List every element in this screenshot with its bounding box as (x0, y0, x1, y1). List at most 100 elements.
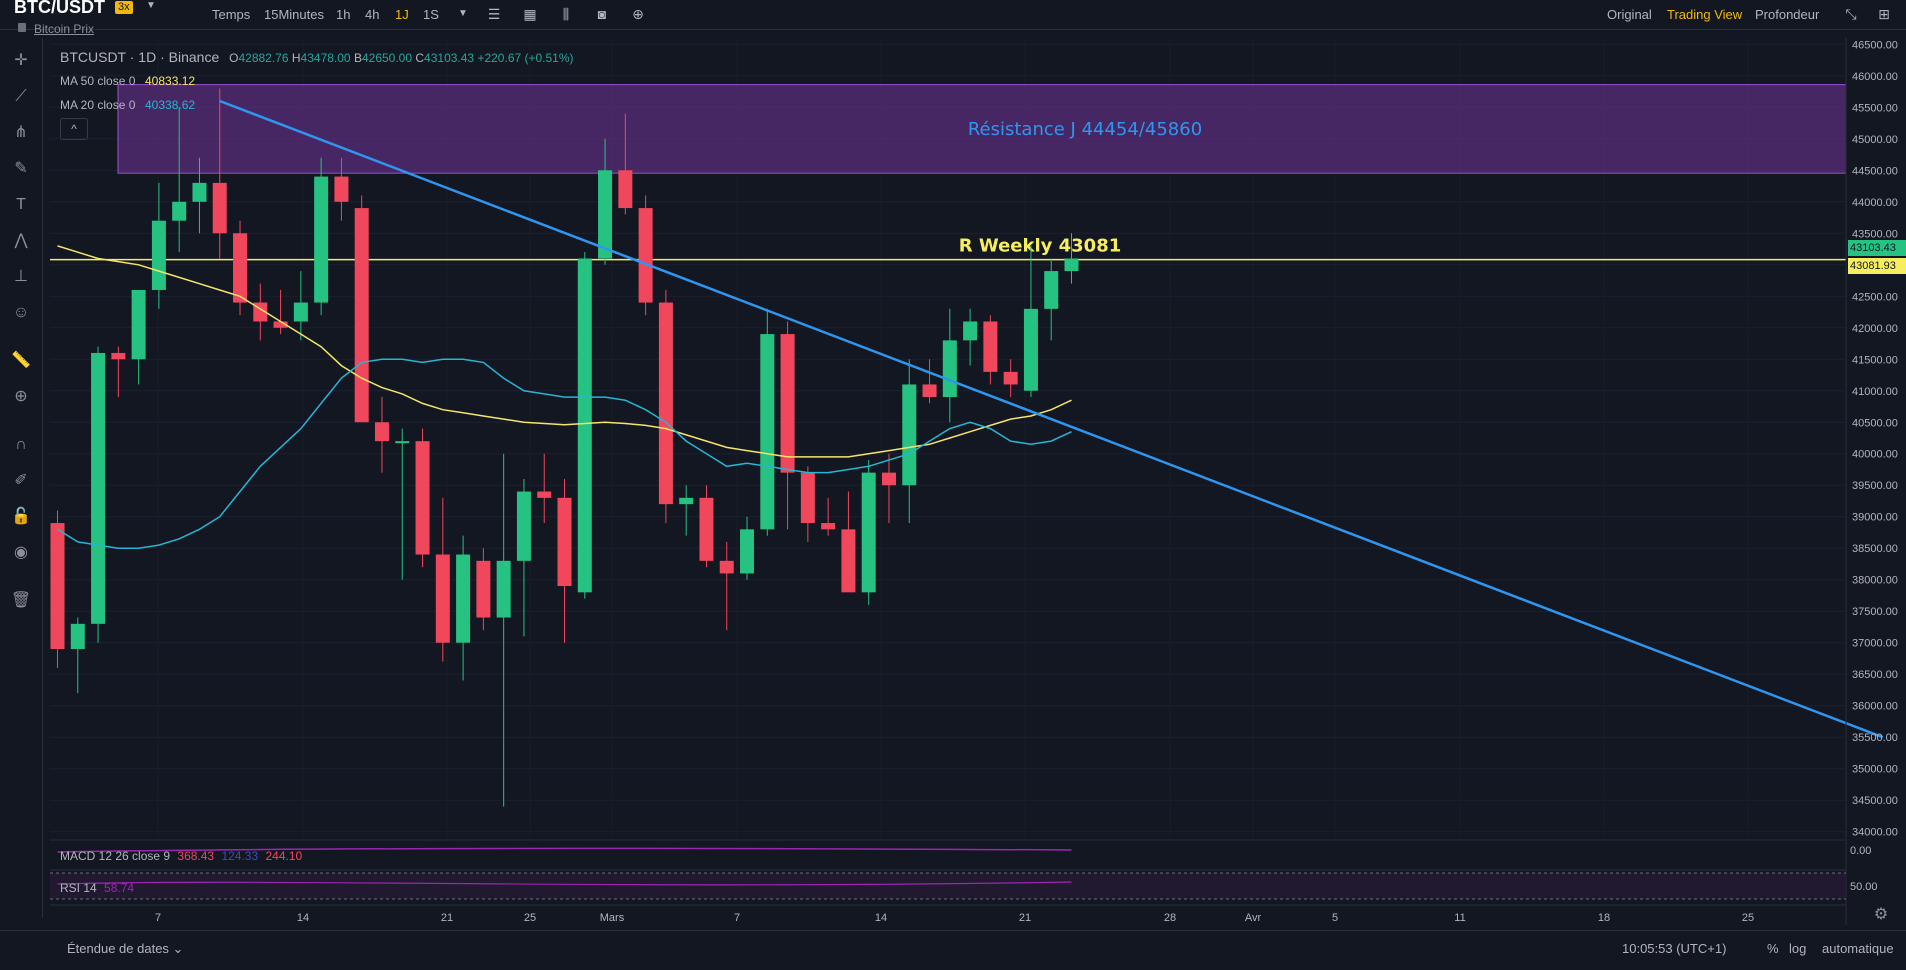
candle[interactable] (435, 497, 450, 662)
indicator-settings-icon[interactable]: ☰ (487, 6, 501, 22)
candle[interactable] (1003, 359, 1018, 398)
candle[interactable] (212, 88, 227, 259)
brush-icon[interactable]: ✎ (14, 160, 28, 177)
lock-icon[interactable]: 🔓 (11, 508, 31, 525)
ruler-icon[interactable]: 📏 (11, 352, 31, 369)
tab-1h[interactable]: 1h (336, 7, 351, 22)
trendline[interactable] (219, 99, 1884, 739)
candle[interactable] (273, 289, 288, 335)
tab-15minutes[interactable]: 15Minutes (264, 7, 324, 22)
auto-scale-button[interactable]: automatique (1822, 941, 1894, 956)
tab-4h[interactable]: 4h (365, 7, 380, 22)
candle[interactable] (557, 478, 572, 643)
trash-icon[interactable]: 🗑 (10, 592, 32, 609)
candle[interactable] (50, 510, 65, 668)
candle[interactable] (476, 548, 491, 631)
gear-icon[interactable]: ⚙ (1873, 906, 1889, 923)
candle[interactable] (577, 252, 592, 599)
candle[interactable] (131, 289, 146, 385)
candle[interactable] (537, 453, 552, 524)
candle[interactable] (760, 308, 775, 536)
tab-original[interactable]: Original (1607, 7, 1652, 22)
log-scale-button[interactable]: log (1789, 941, 1807, 956)
chevron-down-icon[interactable]: ▼ (458, 8, 468, 19)
candle[interactable] (800, 466, 815, 542)
eye-icon[interactable]: ◉ (14, 544, 28, 561)
collapse-legend-button[interactable]: ^ (60, 118, 88, 140)
candle[interactable] (516, 478, 531, 637)
line-tool-icon[interactable]: ⟋ (15, 88, 27, 105)
pattern-icon[interactable]: ⋀ (14, 232, 28, 249)
tab-trading-view[interactable]: Trading View (1667, 7, 1743, 22)
pair-subtitle[interactable]: Bitcoin Prix (34, 22, 95, 36)
tab-profondeur[interactable]: Profondeur (1755, 7, 1820, 22)
y-tick-label: 45500.00 (1852, 102, 1898, 114)
camera-icon[interactable]: ◙ (597, 6, 607, 22)
candle[interactable] (354, 195, 369, 423)
pair-title[interactable]: BTC/USDT (14, 0, 105, 17)
ma20-legend[interactable]: MA 20 close 0 40338.62 (60, 97, 195, 112)
candle[interactable] (172, 107, 187, 253)
candle[interactable] (922, 359, 937, 404)
candle[interactable] (91, 346, 106, 643)
candle[interactable] (821, 497, 836, 536)
pencil-lock-icon[interactable]: ✐ (14, 472, 28, 489)
candle[interactable] (699, 485, 714, 568)
candle[interactable] (618, 113, 633, 215)
candle[interactable] (658, 289, 673, 524)
candle[interactable] (374, 397, 389, 473)
candle[interactable] (496, 453, 511, 807)
candle[interactable] (111, 346, 126, 398)
candle[interactable] (293, 271, 308, 341)
ma50-legend[interactable]: MA 50 close 0 40833.12 (60, 73, 195, 88)
pitchfork-icon[interactable]: ⋔ (14, 124, 28, 141)
macd-legend[interactable]: MACD 12 26 close 9 368.43 124.33 244.10 (60, 849, 302, 863)
collapse-icon[interactable]: ⤡ (1845, 6, 1857, 22)
candle-type-icon[interactable]: ⫼ (562, 6, 570, 22)
candle[interactable] (740, 516, 755, 580)
candle[interactable] (902, 359, 917, 524)
layout-grid-icon[interactable]: ⊞ (1878, 6, 1890, 22)
candle[interactable] (415, 428, 430, 568)
candle[interactable] (881, 453, 896, 524)
candle[interactable] (983, 315, 998, 385)
candle[interactable] (1064, 233, 1079, 284)
candle[interactable] (456, 535, 471, 681)
emoji-icon[interactable]: ☺ (12, 304, 30, 321)
candle[interactable] (719, 541, 734, 631)
candle[interactable] (679, 485, 694, 536)
candle[interactable] (841, 491, 856, 593)
tab-1j[interactable]: 1J (395, 7, 409, 22)
rsi-value: 58.74 (104, 881, 135, 895)
percent-scale-button[interactable]: % (1767, 941, 1779, 956)
add-icon[interactable]: ⊕ (632, 6, 644, 22)
date-range-selector[interactable]: Étendue de dates ⌄ (67, 941, 184, 956)
zoom-icon[interactable]: ⊕ (14, 388, 28, 405)
time-label: Temps (212, 7, 251, 22)
candle[interactable] (963, 308, 978, 366)
candle[interactable] (598, 138, 613, 265)
candle[interactable] (942, 308, 957, 423)
price-chart[interactable]: Résistance J 44454/45860 R Weekly 43081 … (0, 0, 1906, 930)
candle[interactable] (395, 428, 410, 580)
indicators-icon[interactable]: ▦ (523, 6, 537, 22)
text-tool-icon[interactable]: T (16, 196, 26, 213)
candle[interactable] (70, 617, 85, 694)
candle[interactable] (638, 195, 653, 316)
measure-icon[interactable]: ⊥ (14, 268, 28, 285)
candle[interactable] (1044, 258, 1059, 341)
candle[interactable] (192, 157, 207, 234)
candle[interactable] (334, 157, 349, 221)
candle[interactable] (233, 220, 248, 316)
magnet-icon[interactable]: ∩ (15, 436, 27, 453)
candle[interactable] (314, 157, 329, 316)
candle[interactable] (861, 460, 876, 605)
candle[interactable] (1023, 245, 1038, 398)
crosshair-icon[interactable]: ✛ (14, 52, 28, 69)
candle[interactable] (780, 321, 795, 530)
resistance-zone[interactable] (117, 84, 1847, 174)
rsi-legend[interactable]: RSI 14 58.74 (60, 881, 134, 895)
chevron-down-icon[interactable]: ▼ (146, 0, 156, 11)
tab-1s[interactable]: 1S (423, 7, 439, 22)
x-tick-label: 25 (524, 912, 536, 924)
